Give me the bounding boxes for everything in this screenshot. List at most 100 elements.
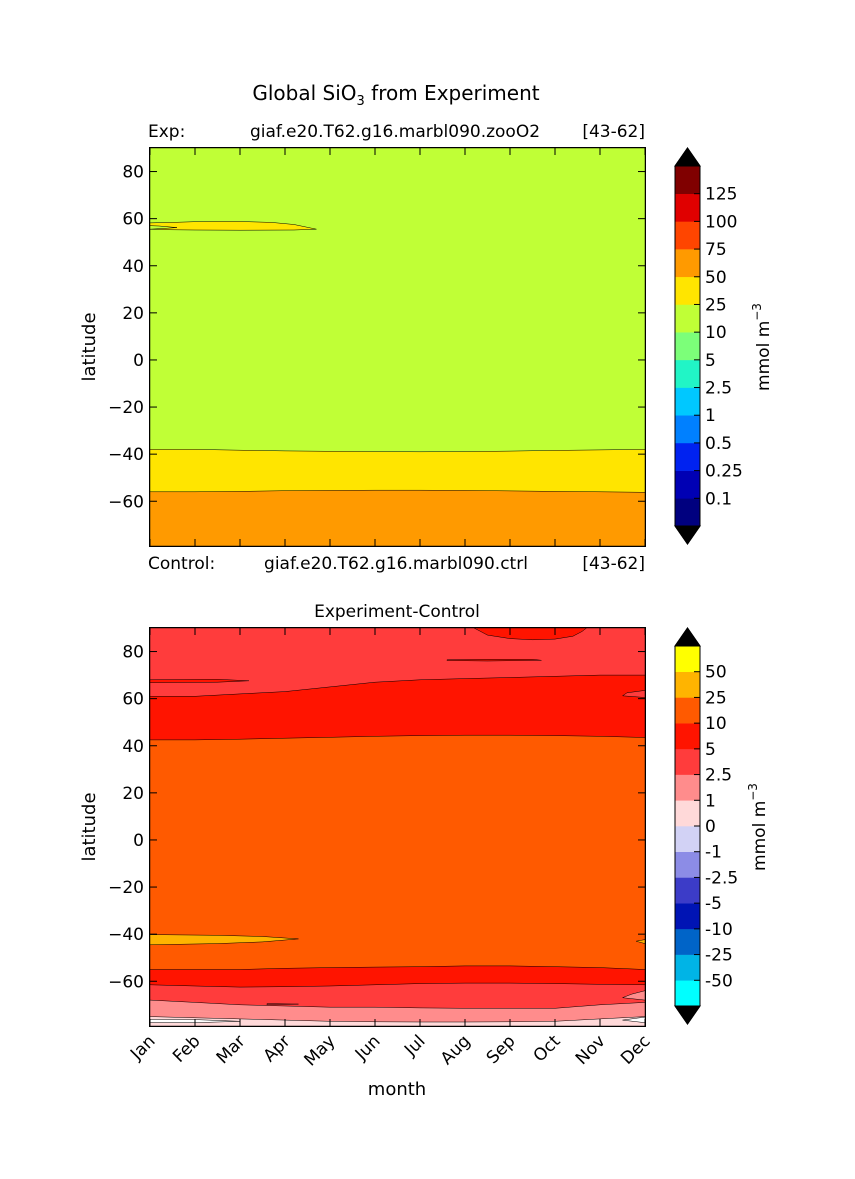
- colorbar-swatch: [675, 851, 700, 878]
- colorbar-tick-label: 25: [705, 295, 727, 315]
- difference-ylabel: latitude: [79, 792, 100, 861]
- colorbar-tick-label: 2.5: [705, 766, 732, 786]
- colorbar-swatch: [675, 928, 700, 955]
- colorbar-swatch: [675, 193, 700, 222]
- y-tick-label: 0: [133, 831, 144, 851]
- colorbar-tick-label: 25: [705, 688, 727, 708]
- colorbar-tick-label: 10: [705, 714, 727, 734]
- colorbar-swatch: [675, 980, 700, 1007]
- colorbar-swatch: [675, 671, 700, 698]
- colorbar-outline: [674, 147, 701, 545]
- y-tick-label: 0: [133, 351, 144, 371]
- contour-patch-2: [446, 659, 542, 662]
- y-tick-label: 80: [122, 163, 144, 183]
- ctrl-label: Control:: [148, 554, 215, 574]
- colorbar-swatch: [675, 498, 700, 527]
- colorbar-tick-label: 5: [705, 351, 716, 371]
- colorbar-tick-label: 75: [705, 240, 727, 260]
- colorbar-swatch: [675, 442, 700, 471]
- y-tick-label: −20: [108, 398, 144, 418]
- colorbar-swatch: [675, 415, 700, 444]
- experiment-contour-fills: [149, 147, 646, 547]
- exp-years: [43-62]: [582, 122, 645, 142]
- colorbar-tick-label: 50: [705, 663, 727, 683]
- colorbar-tick-label: -10: [705, 920, 733, 940]
- colorbar-swatch: [675, 826, 700, 853]
- contour-patch-0: [473, 627, 588, 641]
- colorbar-swatch: [675, 877, 700, 904]
- difference-plot-frame: [149, 627, 646, 1027]
- colorbar-tick-label: 1: [705, 406, 716, 426]
- experiment-colorbar: 0.1 0.25 0.5 1 2.5 5 10 25 50 75 100 125 mmol m−3: [674, 147, 774, 545]
- colorbar-swatch: [675, 387, 700, 416]
- colorbar-swatch: [675, 276, 700, 305]
- colorbar-swatch: [675, 470, 700, 499]
- y-tick-label: 40: [122, 257, 144, 277]
- colorbar-tick-label: 100: [705, 212, 737, 232]
- experiment-contour-panel: −60 −40 −20 0 20 40 60 80 latitude: [79, 147, 646, 547]
- contour-patch-0: [149, 221, 317, 231]
- colorbar-swatch: [675, 903, 700, 930]
- ctrl-case-name: giaf.e20.T62.g16.marbl090.ctrl: [264, 554, 528, 574]
- y-tick-label: −40: [108, 445, 144, 465]
- experiment-colorbar-swatches: 0.1 0.25 0.5 1 2.5 5 10 25 50 75 100 125: [674, 147, 743, 545]
- exp-label: Exp:: [148, 122, 185, 142]
- difference-xlabel: month: [368, 1079, 426, 1100]
- y-tick-label: −20: [108, 878, 144, 898]
- experiment-colorbar-label: mmol m−3: [750, 303, 774, 391]
- contour-patch-9: [266, 1003, 299, 1006]
- colorbar-tick-label: 0.5: [705, 434, 732, 454]
- colorbar-swatch: [675, 221, 700, 250]
- y-tick-label: 40: [122, 737, 144, 757]
- colorbar-swatch: [675, 697, 700, 724]
- colorbar-tick-label: -50: [705, 971, 733, 991]
- y-tick-label: 60: [122, 210, 144, 230]
- y-tick-label: 20: [122, 784, 144, 804]
- colorbar-tick-label: 0.25: [705, 462, 743, 482]
- colorbar-tick-label: 50: [705, 268, 727, 288]
- experiment-ylabel: latitude: [79, 312, 100, 381]
- colorbar-swatch: [675, 304, 700, 333]
- y-tick-label: −60: [108, 972, 144, 992]
- colorbar-swatch: [675, 800, 700, 827]
- colorbar-tick-label: -25: [705, 946, 733, 966]
- y-tick-label: −40: [108, 925, 144, 945]
- experiment-plot-frame: [149, 147, 646, 547]
- colorbar-tick-label: -5: [705, 894, 722, 914]
- y-tick-label: 20: [122, 304, 144, 324]
- colorbar-tick-label: 0: [705, 817, 716, 837]
- contour-band-2: [149, 489, 646, 547]
- exp-case-name: giaf.e20.T62.g16.marbl090.zooO2: [250, 122, 540, 142]
- colorbar-swatch: [675, 723, 700, 750]
- colorbar-swatch: [675, 748, 700, 775]
- figure-title: Global SiO3 from Experiment: [252, 81, 539, 109]
- colorbar-swatch: [675, 166, 700, 194]
- colorbar-swatch: [675, 954, 700, 981]
- y-tick-label: −60: [108, 492, 144, 512]
- experiment-axes: −60 −40 −20 0 20 40 60 80: [108, 148, 646, 546]
- colorbar-swatch: [675, 332, 700, 361]
- colorbar-tick-label: 2.5: [705, 379, 732, 399]
- colorbar-tick-label: 125: [705, 185, 737, 205]
- difference-panel-title: Experiment-Control: [314, 602, 480, 622]
- colorbar-swatch: [675, 359, 700, 388]
- colorbar-swatch: [675, 249, 700, 278]
- colorbar-swatch: [675, 774, 700, 801]
- y-tick-label: 80: [122, 643, 144, 663]
- colorbar-tick-label: 1: [705, 791, 716, 811]
- colorbar-tick-label: 0.1: [705, 489, 732, 509]
- contour-patch-4: [149, 934, 299, 946]
- difference-colorbar-label: mmol m−3: [746, 783, 770, 871]
- colorbar-tick-label: -2.5: [705, 868, 738, 888]
- colorbar-tick-label: -1: [705, 843, 722, 863]
- colorbar-tick-label: 10: [705, 323, 727, 343]
- colorbar-swatch: [675, 646, 700, 673]
- ctrl-years: [43-62]: [582, 554, 645, 574]
- difference-contour-fills: [149, 627, 646, 1027]
- colorbar-tick-label: 5: [705, 740, 716, 760]
- colorbar-outline: [674, 627, 701, 1025]
